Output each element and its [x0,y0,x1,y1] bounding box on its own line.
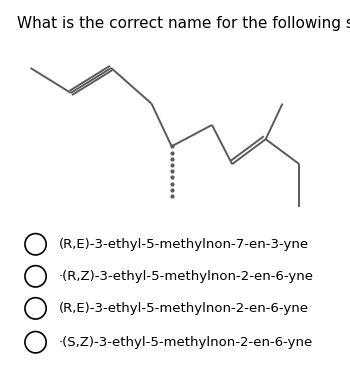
Text: (R,E)-3-ethyl-5-methylnon-2-en-6-yne: (R,E)-3-ethyl-5-methylnon-2-en-6-yne [59,302,309,315]
Text: What is the correct name for the following structure?: What is the correct name for the followi… [17,16,350,31]
Text: ·(S,Z)-3-ethyl-5-methylnon-2-en-6-yne: ·(S,Z)-3-ethyl-5-methylnon-2-en-6-yne [59,336,313,349]
Text: ·(R,Z)-3-ethyl-5-methylnon-2-en-6-yne: ·(R,Z)-3-ethyl-5-methylnon-2-en-6-yne [59,270,314,283]
Text: (R,E)-3-ethyl-5-methylnon-7-en-3-yne: (R,E)-3-ethyl-5-methylnon-7-en-3-yne [59,238,309,251]
